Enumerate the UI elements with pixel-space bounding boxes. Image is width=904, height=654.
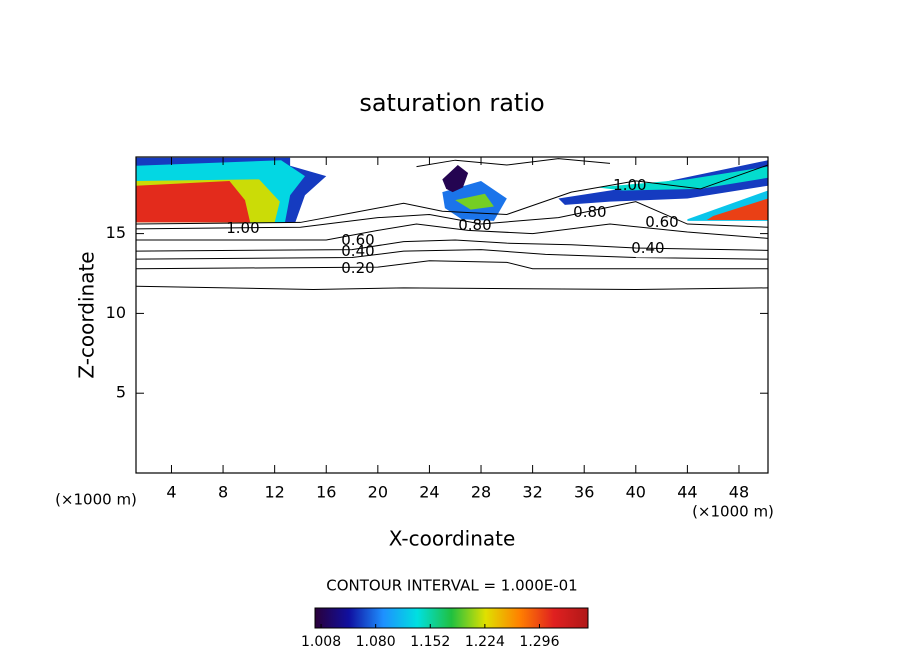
- x-tick-label: 40: [626, 483, 646, 502]
- y-tick-label: 5: [116, 383, 126, 402]
- y-axis-label: Z-coordinate: [75, 251, 99, 378]
- y-tick-label: 10: [106, 303, 126, 322]
- filled-region: [442, 164, 469, 193]
- filled-region: [706, 198, 768, 221]
- contour-line: [135, 260, 768, 270]
- x-unit-label: (×1000 m): [55, 491, 137, 509]
- contour-label: 0.80: [573, 203, 606, 221]
- contour-line: [416, 158, 611, 168]
- x-tick-label: 24: [419, 483, 439, 502]
- chart-title: saturation ratio: [359, 89, 544, 117]
- contour-interval: CONTOUR INTERVAL = 1.000E-01: [326, 577, 577, 595]
- contour-label: 0.20: [341, 259, 374, 277]
- y-tick-label: 15: [106, 223, 126, 242]
- x-tick-label: 48: [729, 483, 749, 502]
- filled-region: [136, 180, 251, 223]
- contour-label: 0.80: [458, 216, 491, 234]
- colorbar-tick-label: 1.080: [356, 634, 396, 650]
- filled-region: [597, 166, 768, 191]
- x-tick-label: 8: [218, 483, 228, 502]
- x-unit-label: (×1000 m): [692, 503, 774, 521]
- colorbar-tick-label: 1.224: [465, 634, 505, 650]
- x-tick-label: 16: [316, 483, 336, 502]
- plot-frame: [135, 156, 769, 474]
- contour-line: [136, 223, 769, 241]
- contour-label: 0.40: [631, 239, 664, 257]
- contour-label: 0.40: [341, 242, 374, 260]
- x-tick-label: 12: [264, 483, 284, 502]
- contour-label: 0.60: [341, 231, 374, 249]
- x-axis-label: X-coordinate: [389, 527, 516, 551]
- contour-line: [135, 164, 769, 225]
- x-tick-label: 28: [471, 483, 491, 502]
- filled-region: [455, 193, 494, 210]
- x-tick-label: 44: [677, 483, 697, 502]
- contour-label: 0.60: [645, 213, 678, 231]
- colorbar-tick-label: 1.008: [301, 634, 341, 650]
- x-tick-label: 36: [574, 483, 594, 502]
- contour-line: [135, 239, 769, 252]
- x-tick-label: 20: [368, 483, 388, 502]
- contour-line: [135, 201, 769, 230]
- contour-label: 1.00: [613, 176, 646, 194]
- contour-line: [135, 249, 769, 260]
- contour-label: 1.00: [226, 219, 259, 237]
- x-tick-label: 32: [522, 483, 542, 502]
- colorbar-tick-label: 1.296: [519, 634, 559, 650]
- x-tick-label: 4: [166, 483, 176, 502]
- colorbar-tick-label: 1.152: [410, 634, 450, 650]
- contour-line: [135, 285, 769, 290]
- colorbar: [314, 607, 589, 629]
